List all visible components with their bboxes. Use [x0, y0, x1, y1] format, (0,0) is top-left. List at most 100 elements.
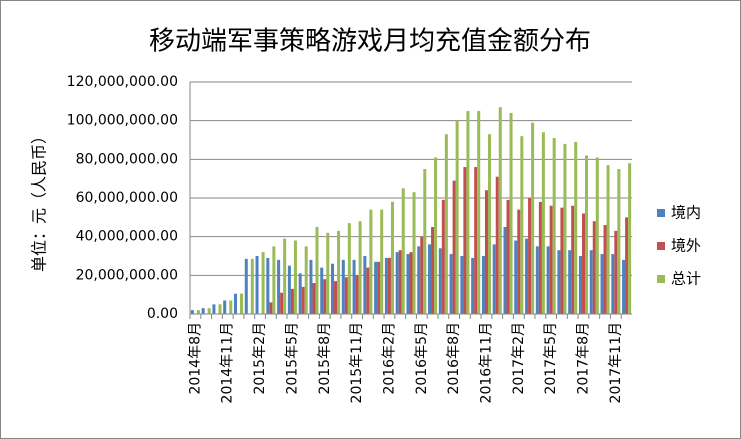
- bar: [541, 132, 545, 314]
- y-tick-label: 0.00: [147, 306, 178, 322]
- x-tick-label: 2014年11月: [220, 322, 236, 403]
- bar: [390, 201, 394, 314]
- y-tick-label: 20,000,000.00: [76, 267, 178, 283]
- bar: [196, 310, 200, 314]
- bar: [509, 112, 513, 314]
- bar: [412, 192, 416, 314]
- bar: [212, 304, 216, 314]
- bar: [481, 256, 485, 314]
- bar: [514, 240, 518, 314]
- bar: [484, 190, 488, 314]
- bar: [277, 259, 281, 314]
- bar: [549, 205, 553, 314]
- bar: [471, 257, 475, 314]
- bar: [272, 246, 276, 314]
- legend-swatch: [657, 242, 665, 250]
- bar: [492, 244, 496, 314]
- bar: [207, 308, 211, 314]
- bar: [592, 221, 596, 314]
- bar: [535, 246, 539, 314]
- bar: [417, 246, 421, 314]
- y-tick-label: 60,000,000.00: [76, 190, 178, 206]
- bar: [477, 111, 481, 314]
- bar: [309, 259, 313, 314]
- bar: [266, 257, 270, 314]
- bar: [538, 201, 542, 314]
- bar: [201, 308, 205, 314]
- bar: [600, 254, 604, 314]
- bar: [617, 169, 621, 314]
- bar: [380, 209, 384, 314]
- x-tick-label: 2016年11月: [478, 322, 494, 403]
- y-tick-label: 120,000,000.00: [67, 74, 178, 90]
- bar: [280, 292, 284, 314]
- bar: [506, 199, 510, 314]
- bar: [581, 213, 585, 314]
- bar: [438, 248, 442, 314]
- bar: [466, 111, 470, 314]
- bar: [315, 227, 319, 314]
- bar: [374, 261, 378, 314]
- bar: [574, 141, 578, 314]
- bar: [517, 209, 521, 314]
- bar: [406, 254, 410, 314]
- bar: [434, 157, 438, 314]
- x-tick-label: 2017年8月: [575, 322, 591, 395]
- legend-swatch: [657, 275, 665, 283]
- bar: [611, 254, 615, 314]
- bar: [358, 221, 362, 314]
- legend-label: 总计: [671, 270, 701, 288]
- x-tick-label: 2017年2月: [511, 322, 527, 395]
- bar: [377, 261, 381, 314]
- bar: [431, 227, 435, 314]
- bar: [463, 167, 467, 314]
- bar: [584, 155, 589, 314]
- bar: [293, 240, 297, 314]
- bar: [498, 107, 502, 314]
- x-tick-label: 2015年5月: [284, 322, 300, 395]
- bar: [560, 207, 564, 314]
- bar: [229, 300, 233, 314]
- bar: [384, 257, 388, 314]
- bar: [531, 122, 535, 314]
- bar: [528, 198, 532, 314]
- bar: [341, 259, 345, 314]
- legend-swatch: [657, 209, 665, 217]
- bar: [557, 250, 561, 314]
- bar: [423, 169, 427, 314]
- x-tick-label: 2017年11月: [608, 322, 624, 403]
- bar: [363, 256, 367, 314]
- bar: [240, 293, 244, 314]
- x-tick-label: 2016年5月: [414, 322, 430, 395]
- bar: [387, 257, 391, 314]
- bar: [595, 157, 599, 314]
- x-tick-label: 2017年5月: [543, 322, 559, 395]
- bar: [261, 252, 265, 314]
- bar: [334, 281, 338, 314]
- legend-label: 境内: [671, 204, 701, 222]
- bar: [578, 256, 582, 314]
- bar: [625, 217, 629, 314]
- y-axis-label: 单位：元（人民币）: [30, 128, 49, 272]
- bar: [503, 227, 507, 314]
- bar: [250, 258, 254, 314]
- bar: [298, 273, 302, 314]
- bar: [487, 134, 491, 314]
- x-tick-label: 2016年8月: [446, 322, 462, 395]
- bar: [563, 143, 567, 314]
- bar: [190, 310, 194, 314]
- x-tick-label: 2014年8月: [187, 322, 203, 395]
- bar: [352, 259, 356, 314]
- bar: [355, 275, 359, 314]
- x-tick-label: 2015年2月: [252, 322, 268, 395]
- bar: [287, 265, 291, 314]
- bar: [568, 250, 572, 314]
- bar: [449, 254, 453, 314]
- legend-label: 境外: [671, 237, 701, 255]
- bar: [474, 167, 478, 314]
- bar: [455, 120, 459, 315]
- bar: [244, 258, 248, 314]
- bar: [326, 232, 330, 314]
- x-tick-label: 2015年8月: [317, 322, 333, 395]
